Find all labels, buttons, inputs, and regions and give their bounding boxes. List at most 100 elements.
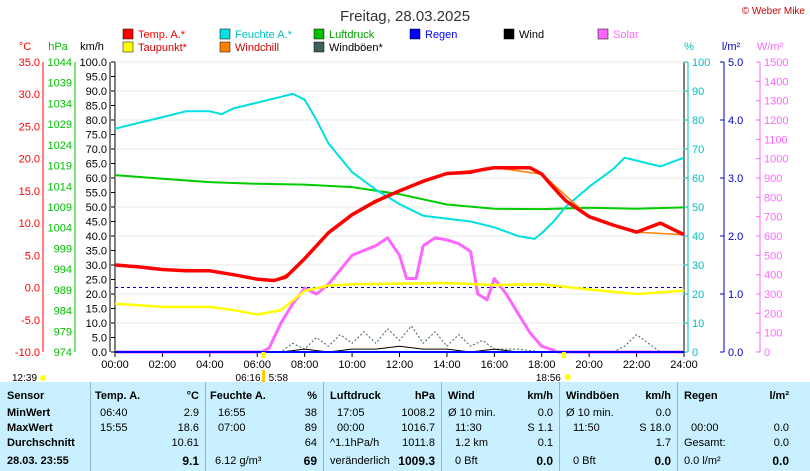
tick-label: 400 — [764, 270, 782, 282]
divider — [559, 382, 560, 471]
tick-label: 95.0 — [86, 72, 107, 84]
tick-label: 974 — [54, 347, 72, 359]
axis-unit-labels: °C hPa km/h% l/m² W/m² — [19, 41, 784, 53]
stats-extra: Gesamt: — [684, 437, 726, 449]
sunrise-alt-label: 5:58 — [269, 373, 289, 382]
tick-label: 0.0 — [92, 347, 107, 359]
tick-label: 0 — [764, 347, 770, 359]
stats-wind: Wind km/h Ø 10 min. 0.0 11:30 S 1.1 1.2 … — [441, 382, 559, 471]
axis-unit-label: hPa — [48, 41, 68, 53]
series-line-feuchte-a — [114, 92, 685, 240]
tick-label: 20 — [692, 289, 704, 301]
sunset-icon — [564, 374, 571, 380]
stats-value: 0.0 — [537, 407, 553, 419]
legend: Temp. A.* Feuchte A.* Luftdruck Regen Wind So… — [122, 28, 639, 54]
stats-value: S 18.0 — [639, 422, 671, 434]
tick-label: 1039 — [48, 78, 72, 90]
legend-swatch — [219, 41, 231, 53]
stats-time: Ø 10 min. — [566, 407, 614, 419]
legend-label: Regen — [425, 29, 457, 41]
time-tick-label: 22:00 — [623, 359, 651, 371]
tick-label: 4.0 — [728, 115, 743, 127]
stats-unit: km/h — [645, 390, 671, 402]
sun-times: 12:39 06:16 5:58 18:56 — [12, 352, 571, 382]
tick-label: 100 — [692, 57, 710, 69]
stats-value: 1011.8 — [402, 437, 435, 449]
stats-windboeen: Windböen km/h Ø 10 min. 0.0 11:50 S 18.0… — [559, 382, 677, 471]
time-tick-label: 18:00 — [528, 359, 556, 371]
stats-current: 0.0 — [772, 454, 789, 468]
axis-unit-label: km/h — [80, 41, 104, 53]
axis-unit-label: l/m² — [722, 41, 741, 53]
stats-row-label: MinWert — [7, 407, 51, 419]
tick-label: 994 — [54, 264, 72, 276]
tick-label: 30 — [692, 260, 704, 272]
axis-unit-label: W/m² — [757, 41, 784, 53]
sunrise-label: 06:16 — [236, 373, 261, 382]
stats-time: 16:55 — [218, 407, 246, 419]
tick-label: 30.0 — [19, 89, 40, 101]
stats-time: Ø 10 min. — [448, 407, 496, 419]
series-line-temp-a — [114, 165, 685, 283]
sunset-marker — [561, 352, 566, 358]
tick-label: 40.0 — [86, 231, 107, 243]
axis-unit-label: % — [684, 41, 694, 53]
stats-sensor: Sensor MinWert MaxWert Durchschnitt 28.0… — [0, 382, 90, 471]
tick-label: 5.0 — [728, 57, 743, 69]
divider — [205, 382, 206, 471]
credit-label: © Weber Mike — [742, 6, 806, 17]
tick-label: 5.0 — [25, 250, 40, 262]
tick-label: 1029 — [48, 119, 72, 131]
tick-label: 1500 — [764, 57, 788, 69]
moon-icon — [40, 375, 46, 381]
tick-label: 15.0 — [86, 304, 107, 316]
tick-label: 30.0 — [86, 260, 107, 272]
time-tick-label: 02:00 — [149, 359, 177, 371]
tick-label: 1034 — [48, 98, 72, 110]
time-tick-label: 14:00 — [433, 359, 461, 371]
tick-label: 55.0 — [86, 188, 107, 200]
tick-label: 25.0 — [19, 121, 40, 133]
stats-value: 1008.2 — [401, 407, 435, 419]
tick-label: 1.0 — [728, 289, 743, 301]
stats-header: Windböen — [566, 390, 620, 402]
tick-label: 90.0 — [86, 86, 107, 98]
stats-header: Temp. A. — [95, 390, 141, 402]
tick-label: 700 — [764, 212, 782, 224]
stats-extra: 0.0 l/m² — [684, 455, 721, 467]
tick-label: 1019 — [48, 161, 72, 173]
stats-current: 0.0 — [654, 454, 671, 468]
tick-label: 3.0 — [728, 173, 743, 185]
legend-swatch — [503, 28, 515, 40]
stats-value: 38 — [304, 407, 317, 419]
tick-label: 1044 — [48, 57, 72, 69]
tick-label: 500 — [764, 250, 782, 262]
tick-label: 300 — [764, 289, 782, 301]
weather-chart: Freitag, 28.03.2025 © Weber Mike Temp. A… — [12, 6, 806, 382]
tick-label: 800 — [764, 192, 782, 204]
tick-label: 0 — [692, 347, 698, 359]
sunset-label: 18:56 — [536, 373, 561, 382]
stats-row-label: 28.03. 23:55 — [7, 455, 69, 467]
stats-current: 0.0 — [536, 454, 553, 468]
tick-label: 10.0 — [19, 218, 40, 230]
tick-label: 5.0 — [92, 333, 107, 345]
stats-header: Feuchte A. — [210, 390, 266, 402]
stats-value: 1.7 — [655, 437, 671, 449]
stats-value: 1016.7 — [401, 422, 435, 434]
axes: 35.0 30.0 25.0 20.0 15.0 10.0 5.0 0.0 -5.0 -10.0 1… — [15, 57, 789, 371]
legend-swatch — [122, 41, 134, 53]
tick-label: 75.0 — [86, 130, 107, 142]
stats-value: 0.0 — [655, 407, 671, 419]
tick-label: 0.0 — [728, 347, 743, 359]
divider — [323, 382, 324, 471]
tick-label: 10 — [692, 318, 704, 330]
tick-label: 1004 — [48, 223, 72, 235]
tick-label: 1024 — [48, 140, 72, 152]
axis-unit-label: °C — [19, 41, 31, 53]
stats-value: 0.1 — [537, 437, 553, 449]
series-layer — [114, 92, 685, 354]
legend-label: Windchill — [235, 42, 279, 54]
stats-time: 15:55 — [100, 422, 128, 434]
stats-current: 9.1 — [182, 454, 199, 468]
